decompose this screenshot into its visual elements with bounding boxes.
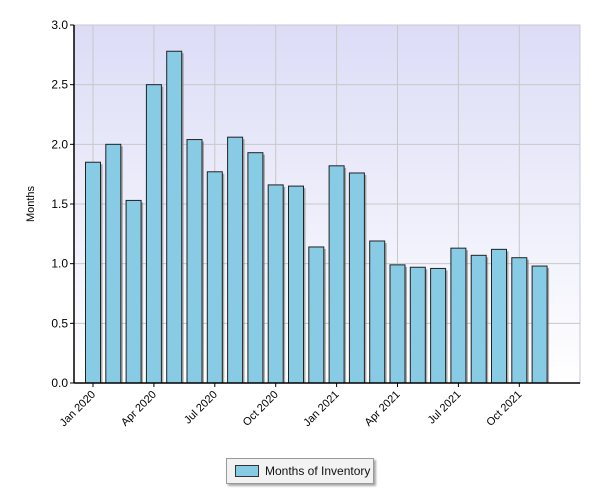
bar (470, 254, 487, 384)
y-axis-title: Months (25, 185, 37, 222)
x-tick-label: Oct 2020 (241, 389, 281, 429)
legend-label: Months of Inventory (265, 464, 371, 478)
axes (70, 24, 580, 387)
x-tick-label: Jan 2020 (58, 389, 98, 429)
bar (450, 247, 467, 384)
bar (85, 161, 101, 384)
bar (308, 246, 325, 384)
bar (186, 139, 203, 384)
bar (328, 165, 345, 384)
bar (409, 266, 426, 384)
bar (348, 172, 365, 384)
bar (145, 84, 162, 384)
bar (430, 267, 447, 384)
legend: Months of Inventory (226, 458, 374, 484)
y-tick-label: 3.0 (51, 18, 68, 32)
bar (491, 248, 507, 384)
bar (267, 184, 284, 384)
y-tick-label: 0.0 (51, 376, 68, 390)
bar (125, 199, 142, 384)
bar (531, 265, 548, 384)
y-tick-label: 0.5 (51, 316, 68, 330)
x-tick-label: Apr 2021 (363, 389, 403, 429)
x-tick-label: Apr 2020 (119, 389, 159, 429)
bar (369, 240, 386, 384)
x-tick-label: Jan 2021 (301, 389, 341, 429)
x-tick-label: Oct 2021 (484, 389, 524, 429)
y-tick-label: 1.0 (51, 257, 68, 271)
legend-swatch (235, 465, 259, 477)
y-tick-label: 2.0 (51, 137, 68, 151)
bar (105, 143, 122, 384)
bar (389, 264, 406, 384)
bar (511, 257, 528, 384)
y-tick-label: 2.5 (51, 78, 68, 92)
x-tick-label: Jul 2021 (426, 389, 464, 427)
y-tick-label: 1.5 (51, 197, 68, 211)
bar (247, 152, 264, 384)
bar (288, 185, 304, 384)
bar (206, 171, 223, 384)
bar (227, 136, 244, 384)
bar (166, 50, 183, 384)
x-tick-label: Jul 2020 (182, 389, 220, 427)
